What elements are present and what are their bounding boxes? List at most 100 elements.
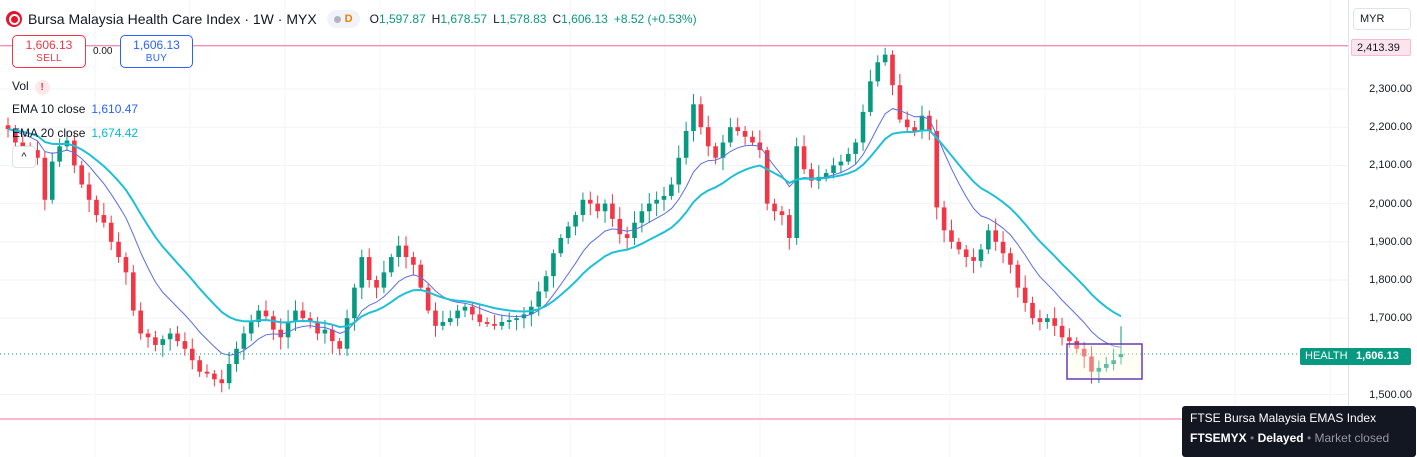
candle-body bbox=[411, 257, 416, 265]
candle-body bbox=[558, 237, 564, 254]
buy-button[interactable]: 1,606.13 BUY bbox=[120, 35, 193, 68]
candle-body bbox=[101, 215, 107, 223]
horizontal-line-price-tag[interactable]: 2,413.39 bbox=[1351, 39, 1411, 56]
candle-body bbox=[315, 322, 320, 334]
ohlc-value: 1,597.87 bbox=[378, 12, 426, 26]
candle-body bbox=[1008, 253, 1013, 265]
candle-body bbox=[514, 318, 519, 321]
price-tick-label: 2,200.00 bbox=[1369, 121, 1412, 134]
currency-selector[interactable]: MYR bbox=[1353, 8, 1411, 30]
candle-body bbox=[212, 373, 217, 380]
candle-body bbox=[809, 169, 814, 181]
candle-body bbox=[624, 234, 630, 238]
price-tick-label: 2,100.00 bbox=[1369, 159, 1412, 172]
candle-body bbox=[639, 211, 645, 223]
candle-body bbox=[285, 322, 291, 338]
candle-body bbox=[352, 287, 357, 319]
candle-body bbox=[182, 341, 188, 349]
candle-body bbox=[5, 125, 11, 130]
candle-body bbox=[1037, 318, 1043, 323]
candle-body bbox=[219, 379, 225, 384]
tooltip-symbol: FTSEMYX bbox=[1190, 431, 1247, 445]
ohlc-key: O bbox=[369, 12, 379, 26]
price-tick-label: 2,000.00 bbox=[1369, 197, 1412, 210]
symbol-title[interactable]: Bursa Malaysia Health Care Index · 1W · … bbox=[28, 11, 317, 27]
candle-body bbox=[138, 310, 143, 334]
candle-body bbox=[676, 157, 682, 185]
candle-body bbox=[79, 165, 85, 185]
tooltip-separator: • bbox=[1250, 431, 1255, 445]
candle-body bbox=[875, 62, 881, 82]
legend-volume[interactable]: Vol! bbox=[12, 79, 50, 95]
candle-body bbox=[145, 333, 151, 338]
candle-body bbox=[344, 318, 350, 349]
candle-body bbox=[86, 184, 92, 200]
candle-body bbox=[705, 127, 711, 147]
candle-body bbox=[94, 199, 99, 216]
legend-ema10[interactable]: EMA 10 close 1,610.47 bbox=[12, 102, 138, 116]
candle-body bbox=[993, 230, 998, 242]
ohlc-value: 1,606.13 bbox=[561, 12, 608, 26]
price-scale[interactable]: 2,300.00 2,200.00 2,100.00 2,000.00 1,900.00… bbox=[1348, 0, 1417, 457]
candle-body bbox=[551, 253, 556, 277]
symbol-name-tag: HEALTH bbox=[1300, 348, 1353, 365]
candle-body bbox=[366, 257, 372, 280]
bursa-logo-icon bbox=[6, 11, 22, 27]
candle-body bbox=[632, 222, 637, 238]
candle-body bbox=[580, 199, 586, 216]
chart-area[interactable] bbox=[0, 0, 1348, 457]
candle-body bbox=[713, 146, 718, 158]
ohlc-key: H bbox=[431, 12, 441, 26]
candle-body bbox=[388, 257, 394, 273]
candle-body bbox=[278, 329, 284, 338]
warning-icon[interactable]: ! bbox=[34, 80, 50, 95]
candle-body bbox=[720, 142, 726, 158]
candle-body bbox=[772, 203, 777, 212]
candle-body bbox=[197, 360, 202, 372]
candle-body bbox=[882, 54, 888, 63]
sell-button[interactable]: 1,606.13 SELL bbox=[12, 35, 86, 68]
ohlc-key: L bbox=[493, 12, 500, 26]
candle-body bbox=[440, 322, 446, 326]
candle-body bbox=[108, 222, 114, 242]
candle-body bbox=[226, 364, 232, 384]
candle-body bbox=[300, 310, 306, 319]
candle-body bbox=[204, 371, 210, 374]
collapse-legend-chevron-up-icon[interactable]: ^ bbox=[12, 146, 36, 168]
candle-body bbox=[698, 104, 704, 128]
candle-body bbox=[941, 207, 947, 231]
candle-body bbox=[484, 322, 490, 324]
candle-body bbox=[330, 329, 335, 342]
ohlc-value: 1,678.57 bbox=[440, 12, 488, 26]
candlestick-plot[interactable] bbox=[0, 0, 1348, 457]
price-tick-label: 2,300.00 bbox=[1369, 83, 1412, 95]
candle-body bbox=[587, 199, 593, 204]
candle-body bbox=[1030, 302, 1035, 319]
candle-body bbox=[263, 310, 269, 317]
buy-price: 1,606.13 bbox=[133, 38, 180, 52]
candle-body bbox=[506, 320, 512, 323]
candle-body bbox=[794, 146, 799, 238]
candle-body bbox=[293, 310, 298, 323]
price-tick-label: 1,800.00 bbox=[1369, 274, 1412, 286]
candle-body bbox=[455, 310, 460, 319]
candle-body bbox=[470, 306, 475, 315]
candle-body bbox=[462, 306, 468, 311]
candle-body bbox=[241, 333, 247, 349]
market-closed-dot-icon bbox=[333, 15, 341, 23]
candle-body bbox=[1059, 325, 1065, 338]
candle-body bbox=[492, 323, 497, 326]
candle-body bbox=[845, 153, 851, 162]
candle-body bbox=[1081, 348, 1087, 357]
candle-body bbox=[779, 211, 785, 216]
candle-body bbox=[956, 241, 962, 250]
candle-body bbox=[256, 310, 261, 323]
candle-body bbox=[764, 150, 770, 204]
ema10-label: EMA 10 close bbox=[12, 102, 86, 116]
candle-body bbox=[20, 142, 26, 147]
ema20-label: EMA 20 close bbox=[12, 126, 86, 140]
market-status-pill[interactable]: D bbox=[326, 10, 360, 28]
sell-price: 1,606.13 bbox=[25, 38, 73, 52]
candle-body bbox=[131, 272, 136, 311]
legend-ema20[interactable]: EMA 20 close 1,674.42 bbox=[12, 126, 138, 140]
